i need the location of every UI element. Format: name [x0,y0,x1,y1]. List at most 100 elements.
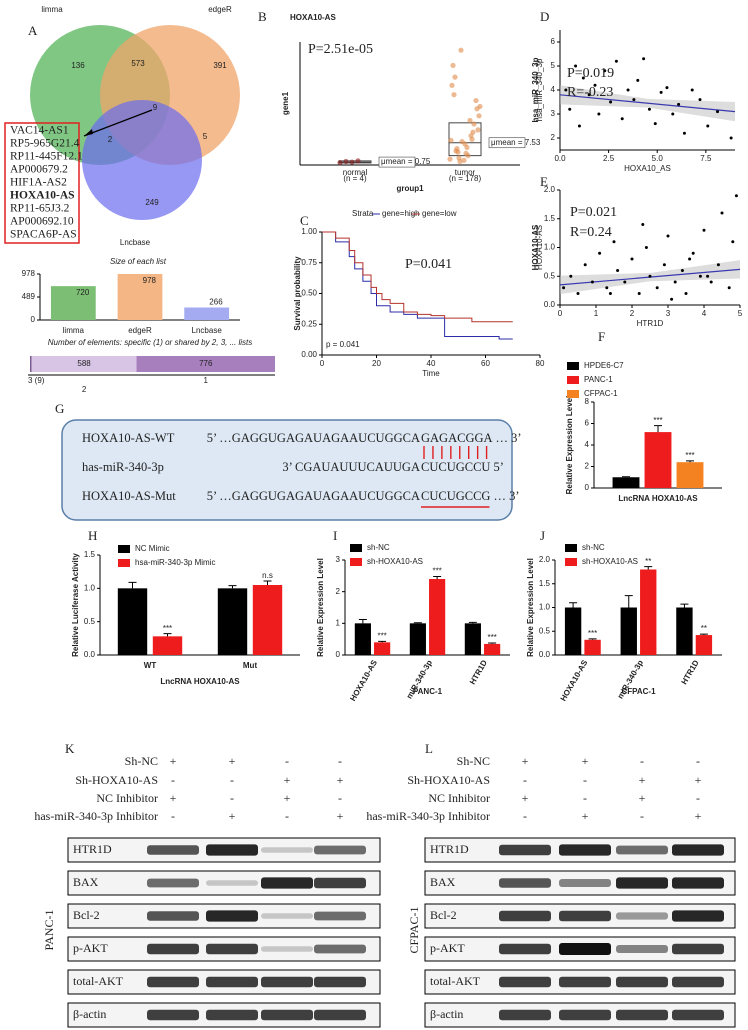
point [583,263,587,267]
condition-label: Sh-HOXA10-AS [75,773,158,787]
sign: + [695,809,702,823]
x-tick-label: tumor [455,168,476,177]
y-tick-label: 0.5 [84,617,96,626]
sign: + [284,791,291,805]
bar [620,607,637,655]
point [729,136,733,140]
y-tick-label: 0.25 [301,319,317,328]
sign: - [285,754,289,768]
panel-letter: K [65,741,75,756]
bar [612,477,640,488]
point [603,69,607,73]
point [648,274,652,278]
band [206,976,258,988]
band [147,976,199,988]
bar [429,579,446,655]
point [680,269,684,272]
seq-text: … 3’ [493,489,519,503]
point [475,127,481,133]
panel-letter: D [540,9,549,24]
sign: + [337,809,344,823]
y-axis-label: Relative Expression Level [526,558,535,657]
point [623,280,627,284]
point [632,98,636,102]
error-bar [680,603,689,608]
point [673,280,677,284]
y-tick-label: 1.0 [544,243,556,252]
sign: - [171,809,175,823]
x-tick-label: 5.0 [652,154,664,163]
point [451,92,457,98]
significance: *** [653,416,662,425]
x-tick-label: 0 [320,359,325,368]
error-bar [699,633,708,636]
bar [584,639,601,655]
sign: + [170,791,177,805]
y-tick-label: 489 [22,292,36,301]
x-tick-label: 5 [738,309,743,318]
bar-segment [30,356,32,372]
point [655,286,659,290]
y-tick-label: 6 [551,37,556,46]
point [447,156,453,162]
sign: - [640,809,644,823]
set-label: limma [41,5,63,14]
sign: - [338,754,342,768]
protein-label: Bcl-2 [73,908,100,922]
band [672,1009,724,1021]
band [499,943,551,955]
point [452,74,458,80]
bar [644,432,672,488]
x-tick-label: 40 [427,359,436,368]
annotation: P=0.019 [567,66,614,81]
error-bar [468,621,477,624]
seq-site: GAGACGGA [421,431,493,445]
cell-line-label: CFPAC-1 [407,907,421,954]
bar [184,307,230,320]
error-bar [263,580,272,585]
band [499,910,551,922]
legend-swatch [567,362,579,370]
y-tick-label: 0.00 [301,350,317,359]
x-tick-label: 3 (9) [28,376,45,385]
legend-label: hsa-miR-340-3p Mimic [135,558,215,567]
sequence-box [61,419,513,521]
gene-name: RP5-965G21.4 [10,138,80,150]
x-axis-label: CFPAC-1 [621,687,656,696]
band [559,910,611,922]
point [590,280,594,284]
y-tick-label: 978 [22,269,36,278]
error-bar [413,622,422,624]
significance: n.s [262,571,273,580]
x-tick-label: WT [144,661,157,670]
sign: - [338,791,342,805]
point [454,146,460,152]
band [314,911,366,921]
y-axis-label: HOXA10-AS [535,225,544,270]
sign: + [639,791,646,805]
y-tick-label: 3 [336,555,341,564]
point [647,107,651,111]
bar [695,635,713,655]
sign: + [337,773,344,787]
legend-label: sh-HOXA10-AS [582,557,638,566]
gene-name: RP11-65J3.2 [10,203,70,215]
chart-title: Number of elements: specific (1) or shar… [48,338,253,347]
seq-label: HOXA10-AS-Mut [82,489,176,503]
band [206,1009,258,1021]
x-tick-label: HTR1D [468,658,489,686]
x-tick-label: 7.5 [700,154,712,163]
condition-label: NC Inhibitor [96,791,158,805]
x-tick-label: edgeR [128,326,152,335]
protein-label: total-AKT [73,974,124,988]
panel-letter: I [333,528,337,543]
band [206,943,258,955]
condition-label: Sh-HOXA10-AS [407,773,490,787]
condition-label: has-miR-340-3p Inhibitor [34,809,158,823]
x-tick-label: 1 [204,376,209,385]
band [616,976,668,988]
mean-label: μmean = 7.53 [491,138,541,147]
legend-swatch [350,544,362,552]
point [662,263,666,267]
